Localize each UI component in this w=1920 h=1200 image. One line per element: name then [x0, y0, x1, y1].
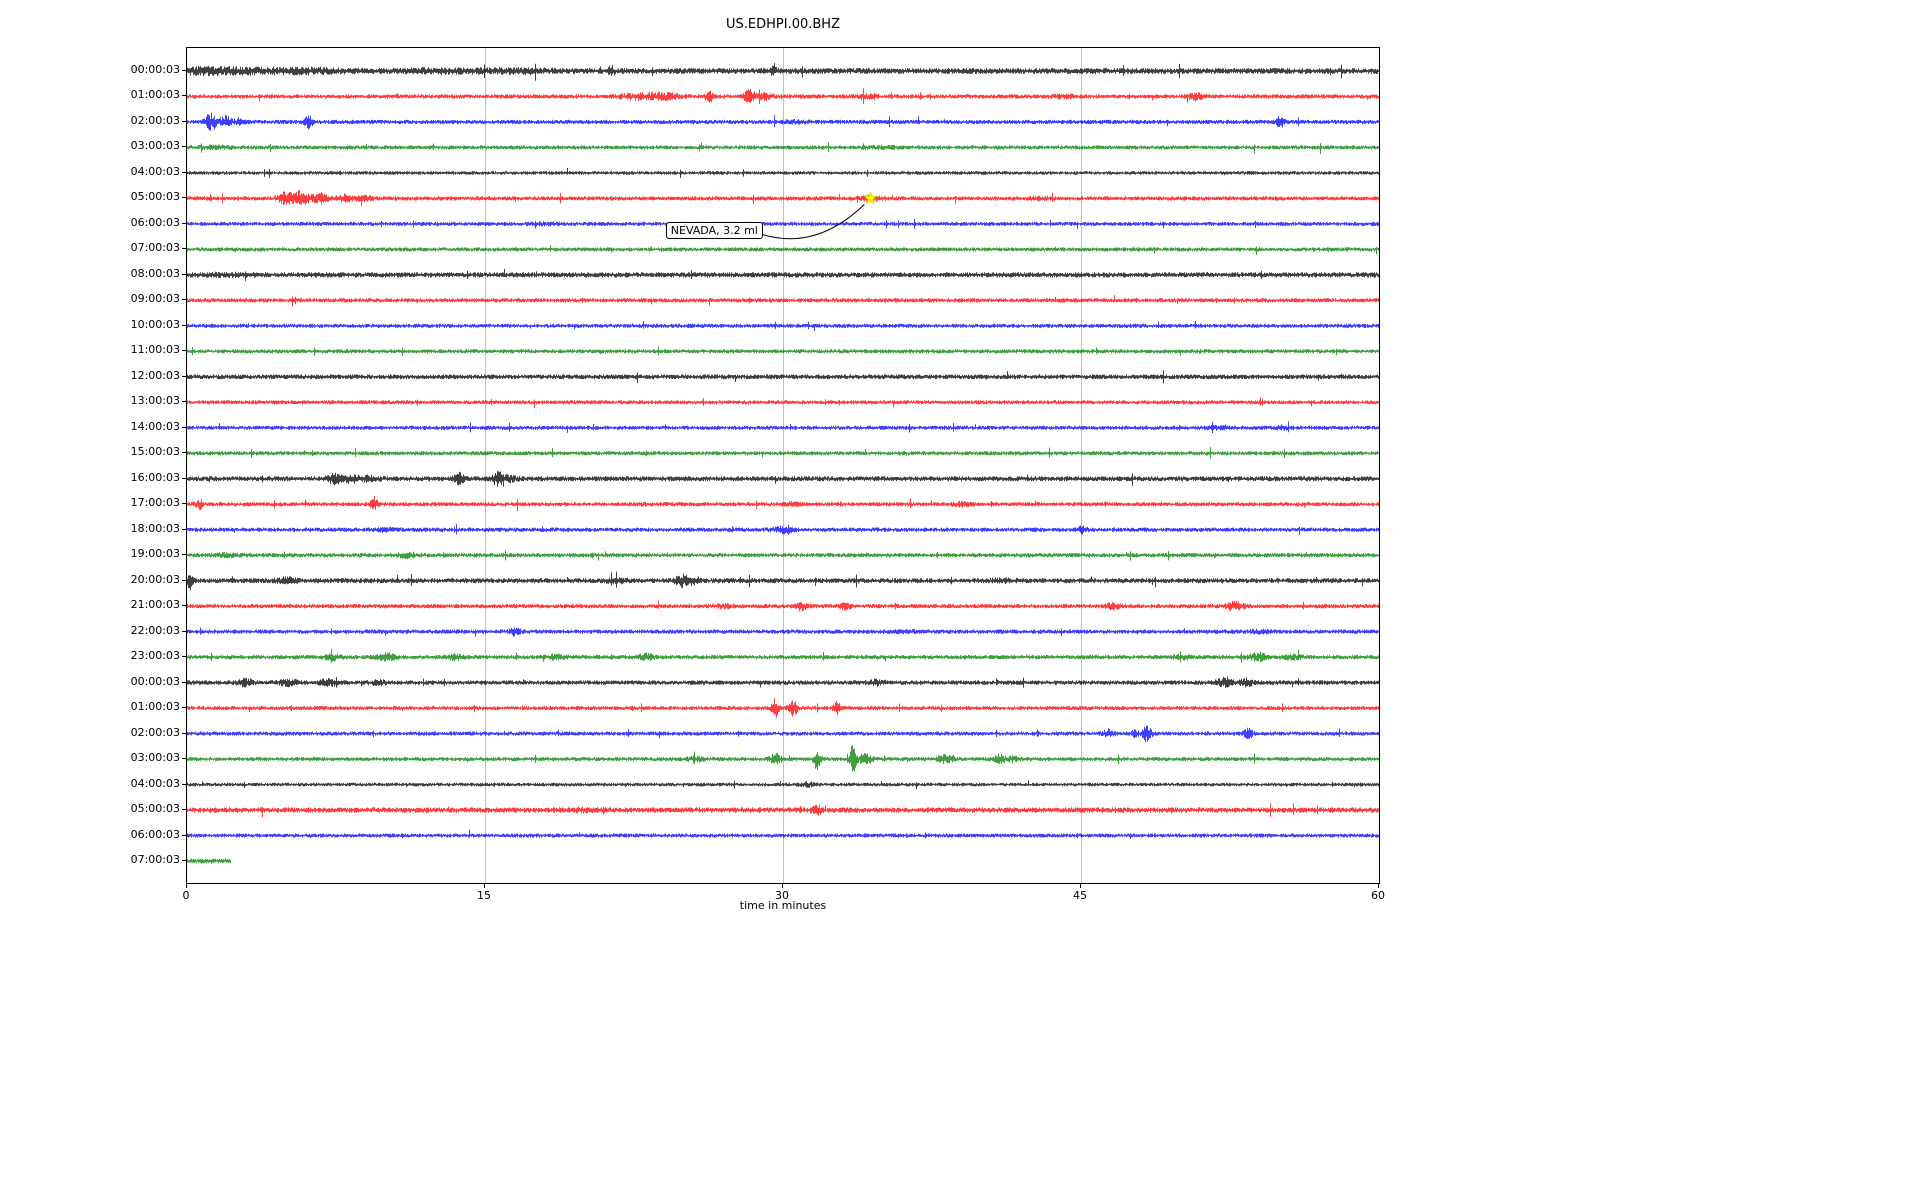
x-tick-label: 15 — [477, 889, 491, 902]
trace-time-label: 19:00:03 — [130, 547, 180, 561]
event-annotation: NEVADA, 3.2 ml — [665, 221, 763, 239]
trace-time-label: 01:00:03 — [130, 700, 180, 714]
trace-time-label: 08:00:03 — [130, 266, 180, 280]
y-tickmark — [182, 426, 186, 428]
x-tickmark — [1378, 884, 1379, 888]
y-tickmark — [182, 171, 186, 173]
y-tickmark — [182, 273, 186, 275]
trace-time-label: 10:00:03 — [130, 317, 180, 331]
trace-time-label: 04:00:03 — [130, 776, 180, 790]
y-tickmark — [182, 758, 186, 760]
y-tickmark — [182, 477, 186, 479]
y-tickmark — [182, 222, 186, 224]
y-tickmark — [182, 401, 186, 403]
y-tickmark — [182, 707, 186, 709]
y-tickmark — [182, 375, 186, 377]
trace-time-label: 02:00:03 — [130, 725, 180, 739]
trace-time-label: 17:00:03 — [130, 496, 180, 510]
trace-time-label: 09:00:03 — [130, 292, 180, 306]
x-tickmark — [484, 884, 485, 888]
y-tickmark — [182, 146, 186, 148]
y-tickmark — [182, 834, 186, 836]
y-tickmark — [182, 350, 186, 352]
y-tickmark — [182, 554, 186, 556]
trace-time-label: 00:00:03 — [130, 63, 180, 76]
y-tickmark — [182, 732, 186, 734]
trace-time-label: 05:00:03 — [130, 802, 180, 816]
x-tick-label: 30 — [775, 889, 789, 902]
y-tickmark — [182, 120, 186, 122]
y-tickmark — [182, 324, 186, 326]
x-axis-label: time in minutes — [739, 899, 827, 912]
x-tick-label: 45 — [1073, 889, 1087, 902]
trace-time-label: 07:00:03 — [130, 853, 180, 866]
x-tick-label: 0 — [182, 889, 190, 902]
trace-time-label: 15:00:03 — [130, 445, 180, 459]
trace-time-label: 20:00:03 — [130, 572, 180, 586]
trace-time-label: 02:00:03 — [130, 113, 180, 127]
trace-time-label: 03:00:03 — [130, 751, 180, 765]
y-tickmark — [182, 656, 186, 658]
trace-time-label: 16:00:03 — [130, 470, 180, 484]
trace-time-label: 03:00:03 — [130, 139, 180, 153]
trace-time-label: 11:00:03 — [130, 343, 180, 357]
trace-time-label: 14:00:03 — [130, 419, 180, 433]
trace-time-label: 18:00:03 — [130, 521, 180, 535]
y-tickmark — [182, 528, 186, 530]
trace-time-label: 01:00:03 — [130, 88, 180, 102]
y-tickmark — [182, 783, 186, 785]
y-tickmark — [182, 197, 186, 199]
trace-time-label: 23:00:03 — [130, 649, 180, 663]
x-tickmark — [1080, 884, 1081, 888]
seismogram-canvas — [187, 48, 1379, 883]
y-tickmark — [182, 503, 186, 505]
y-tickmark — [182, 681, 186, 683]
trace-time-label: 04:00:03 — [130, 164, 180, 178]
y-tickmark — [182, 248, 186, 250]
trace-time-label: 12:00:03 — [130, 368, 180, 382]
y-tickmark — [182, 579, 186, 581]
trace-time-label: 06:00:03 — [130, 215, 180, 229]
trace-time-label: 06:00:03 — [130, 827, 180, 841]
x-tickmark — [782, 884, 783, 888]
y-tickmark — [182, 630, 186, 632]
plot-area: NEVADA, 3.2 ml — [186, 47, 1380, 884]
y-tickmark — [182, 605, 186, 607]
trace-time-label: 13:00:03 — [130, 394, 180, 408]
y-tickmark — [182, 70, 186, 71]
y-tickmark — [182, 809, 186, 811]
trace-time-label: 22:00:03 — [130, 623, 180, 637]
trace-time-label: 00:00:03 — [130, 674, 180, 688]
trace-time-label: 21:00:03 — [130, 598, 180, 612]
y-tickmark — [182, 95, 186, 97]
x-tickmark — [186, 884, 187, 888]
trace-time-label: 07:00:03 — [130, 241, 180, 255]
trace-time-label: 05:00:03 — [130, 190, 180, 204]
chart-title: US.EDHPI.00.BHZ — [726, 17, 840, 32]
y-tickmark — [182, 860, 186, 861]
y-tickmark — [182, 452, 186, 454]
y-tickmark — [182, 299, 186, 301]
x-tick-label: 60 — [1371, 889, 1385, 902]
